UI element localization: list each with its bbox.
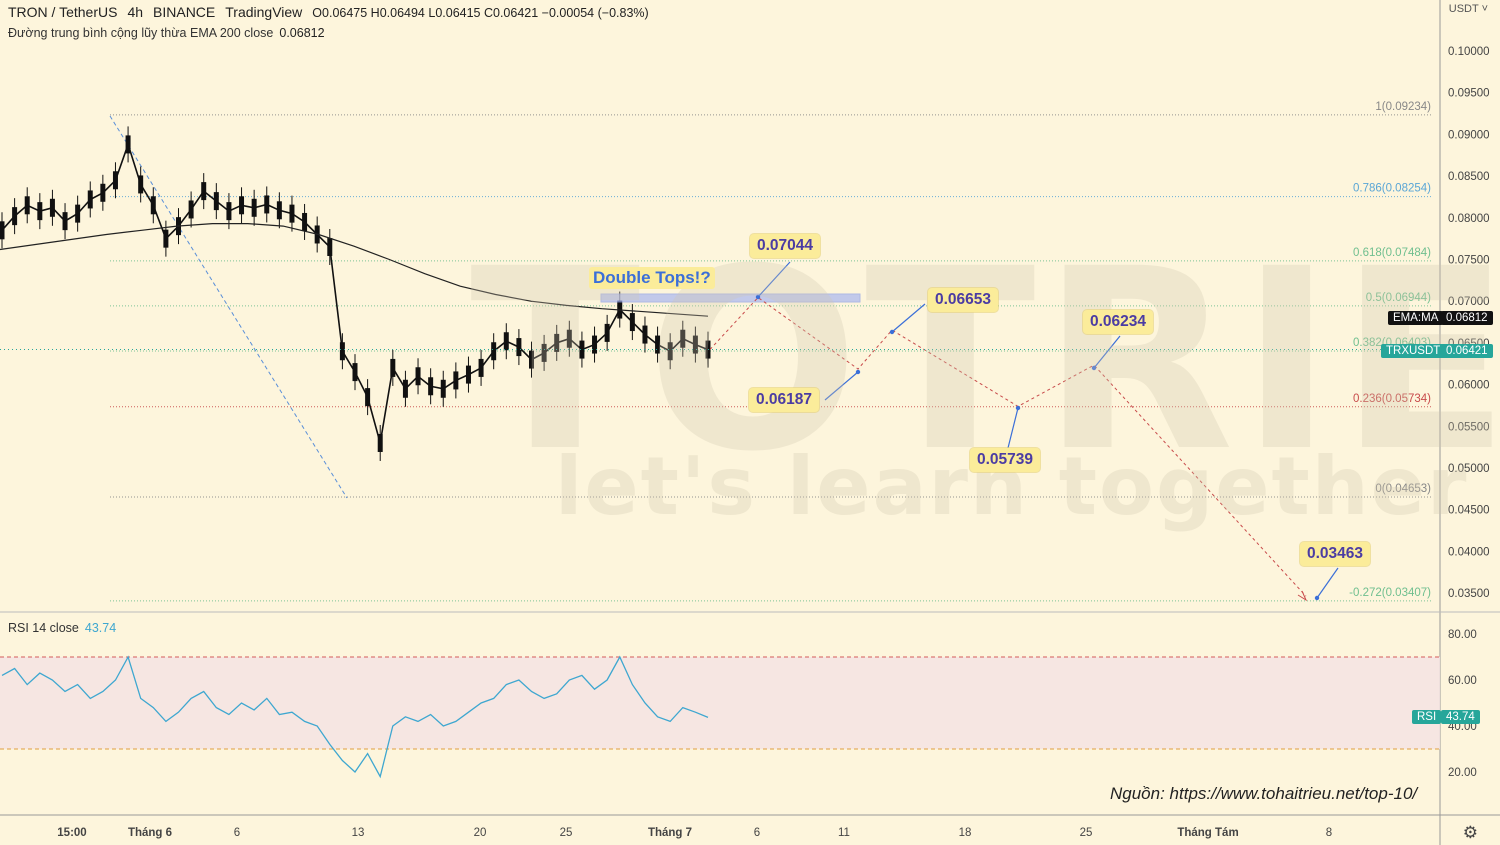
rsi-tick-label: 40.00 <box>1448 721 1477 733</box>
time-tick-label: 6 <box>234 827 240 839</box>
rsi-tick-label: 20.00 <box>1448 767 1477 779</box>
target-point <box>1015 405 1021 411</box>
target-label-3: 0.06653 <box>928 288 999 312</box>
price-tick-label: 0.06000 <box>1448 380 1490 392</box>
target-connector <box>891 303 926 333</box>
ema200-line <box>0 223 709 317</box>
target-label-5: 0.06234 <box>1083 310 1154 334</box>
rsi-tag-name: RSI <box>1412 710 1442 724</box>
price-tick-label: 0.05000 <box>1448 463 1490 475</box>
ema-price-tag-name: EMA:MA <box>1388 311 1444 325</box>
time-tick-label: 15:00 <box>57 827 86 839</box>
gear-icon[interactable]: ⚙ <box>1462 823 1478 842</box>
fib-level-label: 0.786(0.08254) <box>1353 183 1431 195</box>
interval-label[interactable]: 4h <box>127 4 144 20</box>
currency-dropdown[interactable]: USDT ˅ <box>1448 3 1488 15</box>
price-tick-label: 0.07000 <box>1448 296 1490 308</box>
chart-header: TRON / TetherUS 4h BINANCE TradingView O0.06… <box>8 4 659 20</box>
target-point <box>855 369 861 375</box>
price-tick-label: 0.10000 <box>1448 46 1490 58</box>
price-tick-label: 0.08000 <box>1448 213 1490 225</box>
rsi-legend[interactable]: RSI 14 close 43.74 <box>8 621 116 635</box>
target-connector <box>1007 407 1019 449</box>
rsi-legend-label: RSI 14 close <box>8 621 79 635</box>
platform-label: TradingView <box>225 4 303 20</box>
target-label-2: 0.06187 <box>749 388 820 412</box>
rsi-tick-label: 80.00 <box>1448 629 1477 641</box>
time-tick-label: Tháng 7 <box>648 827 692 839</box>
rsi-tick-label: 60.00 <box>1448 675 1477 687</box>
ema-legend-label: Đường trung bình cộng lũy thừa EMA 200 c… <box>8 26 274 40</box>
price-tick-label: 0.09000 <box>1448 129 1490 141</box>
fib-trend-line <box>109 115 348 499</box>
double-tops-annotation: Double Tops!? <box>589 267 715 289</box>
fib-level-label: 1(0.09234) <box>1375 101 1431 113</box>
target-label-1: 0.07044 <box>750 234 821 258</box>
price-tick-label: 0.05500 <box>1448 421 1490 433</box>
price-tick-label: 0.07500 <box>1448 255 1490 267</box>
target-connector <box>1316 567 1339 599</box>
target-point <box>755 294 761 300</box>
target-connector <box>1093 335 1121 369</box>
price-tick-label: 0.08500 <box>1448 171 1490 183</box>
time-tick-label: 6 <box>754 827 760 839</box>
symbol-price-tag-name: TRXUSDT <box>1381 344 1446 358</box>
target-connector <box>757 261 791 298</box>
time-tick-label: 20 <box>474 827 487 839</box>
ema-price-tag-value: 0.06812 <box>1441 311 1493 325</box>
time-tick-label: 25 <box>560 827 573 839</box>
price-tick-label: 0.04500 <box>1448 505 1490 517</box>
projected-arrow-head <box>1297 590 1308 602</box>
rsi-band <box>0 657 1440 749</box>
target-label-6: 0.03463 <box>1300 542 1371 566</box>
time-tick-label: 13 <box>352 827 365 839</box>
time-tick-label: 18 <box>959 827 972 839</box>
fib-level-label: 0(0.04653) <box>1375 483 1431 495</box>
source-caption: Nguồn: https://www.tohaitrieu.net/top-10… <box>1110 784 1418 803</box>
target-label-4: 0.05739 <box>970 448 1041 472</box>
time-tick-label: 8 <box>1326 827 1332 839</box>
price-tick-label: 0.04000 <box>1448 546 1490 558</box>
rsi-tag-value: 43.74 <box>1441 710 1480 724</box>
target-connector <box>824 371 859 401</box>
time-tick-label: 25 <box>1080 827 1093 839</box>
fib-level-label: 0.618(0.07484) <box>1353 247 1431 259</box>
time-tick-label: 11 <box>838 827 850 839</box>
price-tick-label: 0.03500 <box>1448 588 1490 600</box>
rsi-line <box>1 655 709 779</box>
exchange-label: BINANCE <box>153 4 216 20</box>
rsi-legend-value: 43.74 <box>84 621 117 635</box>
symbol-name[interactable]: TRON / TetherUS <box>8 4 118 20</box>
ema-legend[interactable]: Đường trung bình cộng lũy thừa EMA 200 c… <box>8 26 325 40</box>
double-tops-zone <box>600 293 861 303</box>
ema-legend-value: 0.06812 <box>279 26 325 40</box>
fib-level-label: -0.272(0.03407) <box>1349 587 1431 599</box>
target-point <box>1314 595 1320 601</box>
time-tick-label: Tháng Tám <box>1177 827 1238 839</box>
symbol-price-tag-value: 0.06421 <box>1441 344 1493 358</box>
time-tick-label: Tháng 6 <box>128 827 172 839</box>
price-tick-label: 0.09500 <box>1448 88 1490 100</box>
target-point <box>1091 365 1097 371</box>
target-point <box>889 329 895 335</box>
fib-level-label: 0.236(0.05734) <box>1353 393 1431 405</box>
ohlc-readout: O0.06475 H0.06494 L0.06415 C0.06421 −0.0… <box>312 6 649 20</box>
fib-level-label: 0.5(0.06944) <box>1366 292 1431 304</box>
